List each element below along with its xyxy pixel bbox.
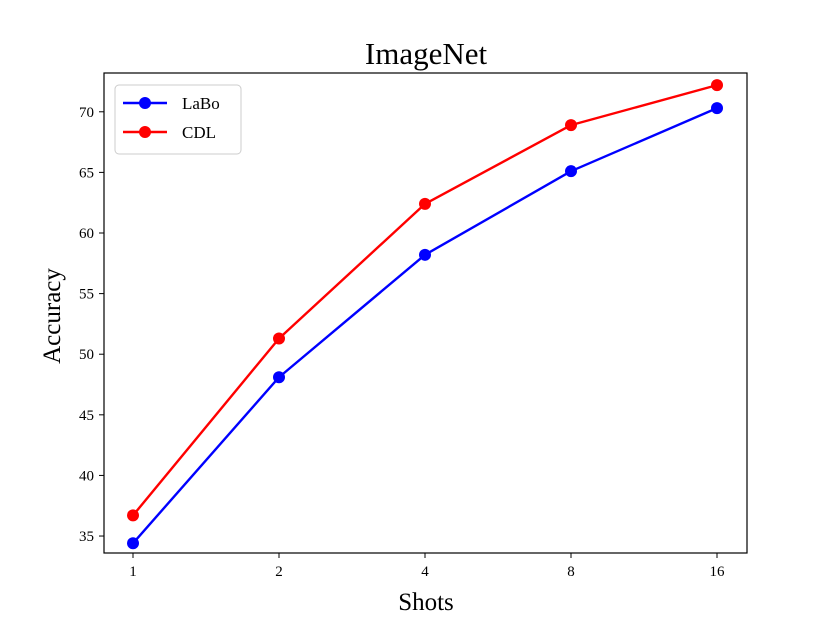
x-tick-label: 16: [710, 564, 726, 580]
x-axis-label: Shots: [398, 589, 454, 616]
data-point-labo: [565, 165, 577, 178]
y-axis: 35 40 45 50 55 60 65 70: [79, 105, 104, 545]
y-axis-label: Accuracy: [39, 268, 66, 364]
data-point-cdl: [419, 197, 431, 210]
x-tick-label: 4: [421, 564, 429, 580]
legend-label-labo: LaBo: [182, 94, 220, 113]
series-labo: [127, 102, 723, 550]
y-tick-label: 55: [79, 287, 94, 303]
x-tick-label: 8: [567, 564, 575, 580]
y-tick-label: 70: [79, 105, 94, 121]
y-tick-label: 65: [79, 165, 94, 181]
x-axis: 1 2 4 8 16: [129, 553, 725, 580]
data-point-cdl: [711, 79, 723, 92]
legend-box: [114, 84, 242, 155]
legend: LaBo CDL: [114, 84, 242, 155]
x-tick-label: 1: [129, 564, 137, 580]
chart-title: ImageNet: [365, 36, 488, 71]
y-tick-label: 45: [79, 408, 94, 424]
legend-marker-cdl: [139, 126, 151, 138]
x-tick-label: 2: [275, 564, 283, 580]
legend-label-cdl: CDL: [182, 123, 216, 142]
y-tick-label: 35: [79, 529, 94, 545]
data-point-cdl: [127, 509, 139, 522]
legend-marker-labo: [139, 97, 151, 109]
y-tick-label: 60: [79, 226, 94, 242]
series-line-labo: [132, 107, 718, 545]
y-tick-label: 40: [79, 468, 94, 484]
data-point-cdl: [565, 119, 577, 132]
data-point-labo: [711, 102, 723, 115]
data-point-cdl: [273, 332, 285, 345]
data-point-labo: [127, 537, 139, 550]
series-layer: [127, 79, 723, 550]
data-point-labo: [273, 371, 285, 384]
y-tick-label: 50: [79, 347, 94, 363]
data-point-labo: [419, 248, 431, 261]
series-cdl: [127, 79, 723, 522]
